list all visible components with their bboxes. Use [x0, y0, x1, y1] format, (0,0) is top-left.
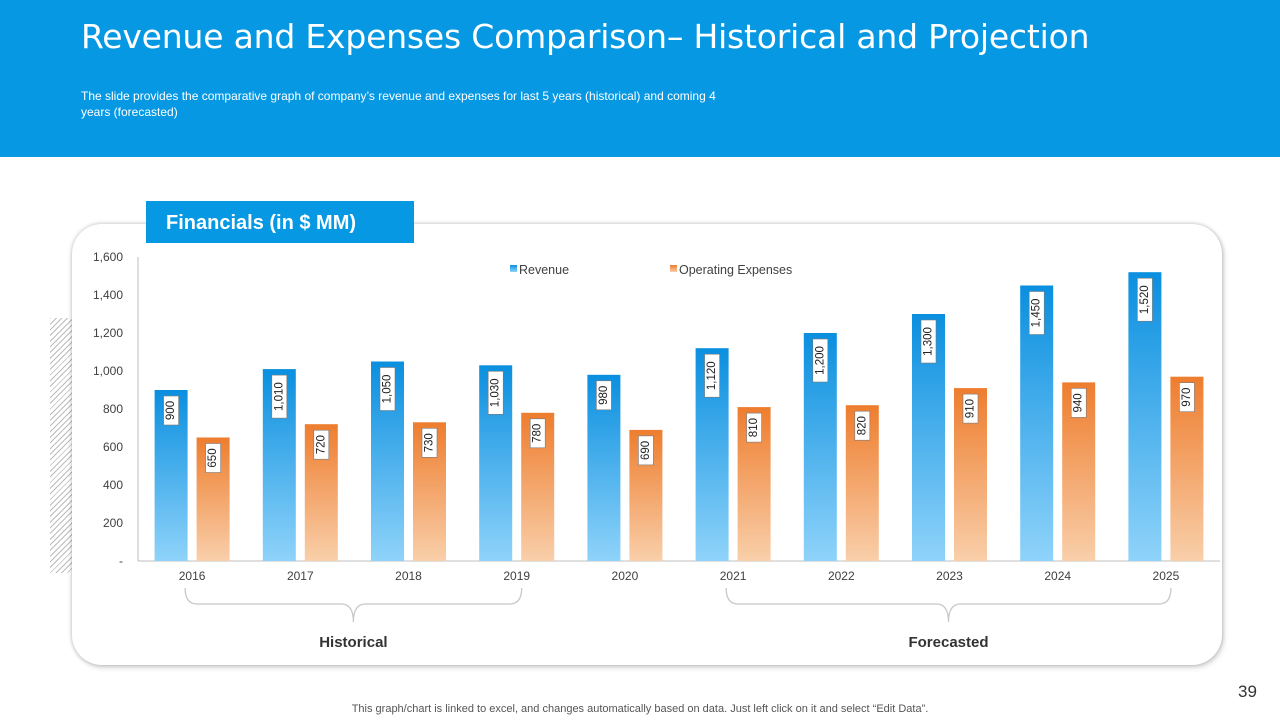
group-label: Historical: [319, 634, 387, 651]
x-tick-label: 2019: [503, 569, 530, 583]
group-brace: [725, 587, 1172, 623]
revenue-data-label: 1,120: [706, 361, 718, 390]
expenses-data-label: 720: [315, 435, 327, 454]
data-label-box: [638, 435, 654, 466]
chart-bars: [154, 272, 1204, 561]
revenue-data-label: 1,300: [923, 327, 935, 356]
expenses-data-label: 940: [1073, 393, 1085, 412]
data-label-box: [1179, 382, 1195, 413]
chart-period-groups: Historical Forecasted: [184, 587, 1172, 651]
expenses-data-label: 810: [748, 418, 760, 437]
data-label-box: [596, 380, 612, 411]
data-label-box: [812, 338, 829, 383]
x-tick-label: 2017: [287, 569, 314, 583]
expenses-data-label: 690: [640, 441, 652, 460]
x-tick-label: 2021: [720, 569, 747, 583]
legend-expenses-swatch: [670, 265, 677, 272]
legend-revenue-swatch: [510, 265, 517, 272]
chart-title-tab: Financials (in $ MM): [146, 201, 414, 243]
data-label-box: [962, 393, 979, 424]
data-label-box: [746, 412, 762, 443]
data-label-box: [529, 418, 546, 449]
x-tick-label: 2023: [936, 569, 963, 583]
legend-expenses-label: Operating Expenses: [679, 263, 792, 277]
revenue-data-label: 1,450: [1031, 299, 1043, 328]
y-tick-label: 1,200: [93, 326, 123, 340]
expenses-data-label: 650: [207, 448, 219, 467]
revenue-data-label: 980: [598, 386, 610, 405]
x-tick-label: 2018: [395, 569, 422, 583]
expenses-data-label: 820: [856, 416, 868, 435]
x-tick-label: 2016: [179, 569, 206, 583]
revenue-data-label: 1,200: [814, 346, 826, 375]
data-label-box: [271, 374, 288, 419]
data-label-box: [1070, 388, 1087, 418]
x-tick-label: 2024: [1044, 569, 1071, 583]
data-label-box: [1028, 291, 1045, 335]
group-label: Forecasted: [908, 634, 988, 651]
data-label-box: [1137, 277, 1153, 322]
chart-legend: Revenue Operating Expenses: [510, 263, 792, 277]
data-label-box: [854, 410, 871, 441]
header-band: Revenue and Expenses Comparison– Histori…: [0, 0, 1280, 157]
y-tick-label: -: [119, 554, 123, 568]
data-label-box: [379, 367, 396, 411]
data-label-box: [920, 319, 937, 364]
y-tick-label: 1,600: [93, 250, 123, 264]
decorative-hatch: [50, 318, 74, 573]
y-tick-label: 1,400: [93, 288, 123, 302]
y-tick-label: 800: [103, 402, 123, 416]
y-tick-label: 1,000: [93, 364, 123, 378]
x-tick-label: 2025: [1153, 569, 1180, 583]
x-tick-label: 2022: [828, 569, 855, 583]
legend-revenue-label: Revenue: [519, 263, 569, 277]
chart-data-labels: 900 1,010 1,050 1,030 980 1,120 1,200 1,300 1,45…: [163, 277, 1195, 473]
slide-title: Revenue and Expenses Comparison– Histori…: [81, 17, 1090, 56]
y-tick-label: 600: [103, 440, 123, 454]
revenue-data-label: 1,520: [1139, 285, 1151, 314]
data-label-box: [205, 443, 221, 473]
revenue-data-label: 1,050: [382, 375, 394, 404]
data-label-box: [421, 427, 438, 458]
data-label-box: [313, 429, 330, 460]
expenses-data-label: 780: [532, 424, 544, 443]
revenue-data-label: 1,030: [490, 378, 502, 407]
y-tick-label: 400: [103, 478, 123, 492]
group-brace: [184, 587, 523, 623]
expenses-data-label: 970: [1181, 388, 1193, 407]
data-label-box: [163, 395, 179, 426]
y-tick-label: 200: [103, 516, 123, 530]
data-label-box: [487, 370, 504, 415]
footer-note: This graph/chart is linked to excel, and…: [351, 703, 929, 715]
slide-subtitle: The slide provides the comparative graph…: [81, 89, 716, 119]
x-tick-label: 2020: [612, 569, 639, 583]
expenses-data-label: 910: [965, 399, 977, 418]
expenses-data-label: 730: [424, 433, 436, 452]
data-label-box: [704, 353, 720, 398]
revenue-data-label: 1,010: [273, 382, 285, 411]
revenue-data-label: 900: [165, 401, 177, 420]
page-number: 39: [1238, 682, 1257, 701]
